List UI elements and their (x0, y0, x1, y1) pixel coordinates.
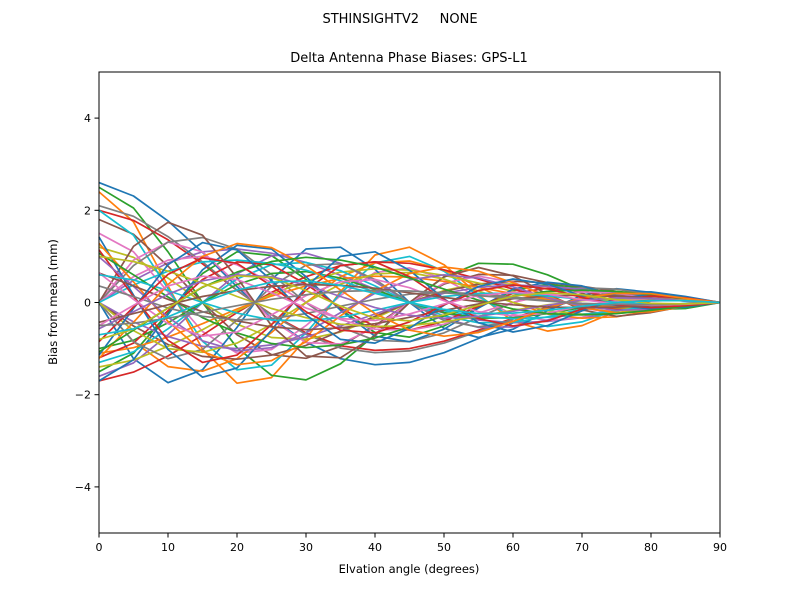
y-tick-label: 2 (84, 204, 91, 217)
series-line (98, 272, 721, 338)
x-tick-label: 60 (506, 541, 520, 554)
x-tick-label: 10 (161, 541, 175, 554)
x-axis-label: Elvation angle (degrees) (339, 562, 480, 576)
y-tick-label: 0 (84, 297, 91, 310)
x-tick-label: 20 (230, 541, 244, 554)
series-line (98, 273, 721, 330)
y-tick-label: 4 (84, 112, 91, 125)
series-line (98, 274, 721, 341)
axes-border (98, 71, 721, 534)
y-tick-label: −4 (75, 481, 91, 494)
x-tick-label: 80 (644, 541, 658, 554)
series-line (98, 283, 721, 324)
series-line (98, 255, 721, 328)
axes-title: Delta Antenna Phase Biases: GPS-L1 (290, 51, 528, 66)
x-tick-label: 90 (713, 541, 727, 554)
series-line (98, 289, 721, 327)
series-line (98, 242, 721, 359)
series-line (98, 261, 721, 382)
x-tick-label: 40 (368, 541, 382, 554)
series-line (98, 256, 721, 352)
x-tick-label: 70 (575, 541, 589, 554)
series-layer (98, 181, 721, 385)
x-tick-label: 30 (299, 541, 313, 554)
series-line (98, 250, 721, 373)
y-axis-label: Bias from mean (mm) (46, 239, 60, 365)
series-line (98, 252, 721, 349)
x-tick-label: 50 (437, 541, 451, 554)
series-line (98, 242, 721, 366)
series-line (98, 279, 721, 336)
x-tick-label: 0 (96, 541, 103, 554)
tick-layer: 0 10 20 30 40 50 60 70 80 90 −4 −2 0 2 4 (75, 112, 727, 554)
y-tick-label: −2 (75, 389, 91, 402)
figure-suptitle: STHINSIGHTV2 NONE (322, 12, 477, 27)
